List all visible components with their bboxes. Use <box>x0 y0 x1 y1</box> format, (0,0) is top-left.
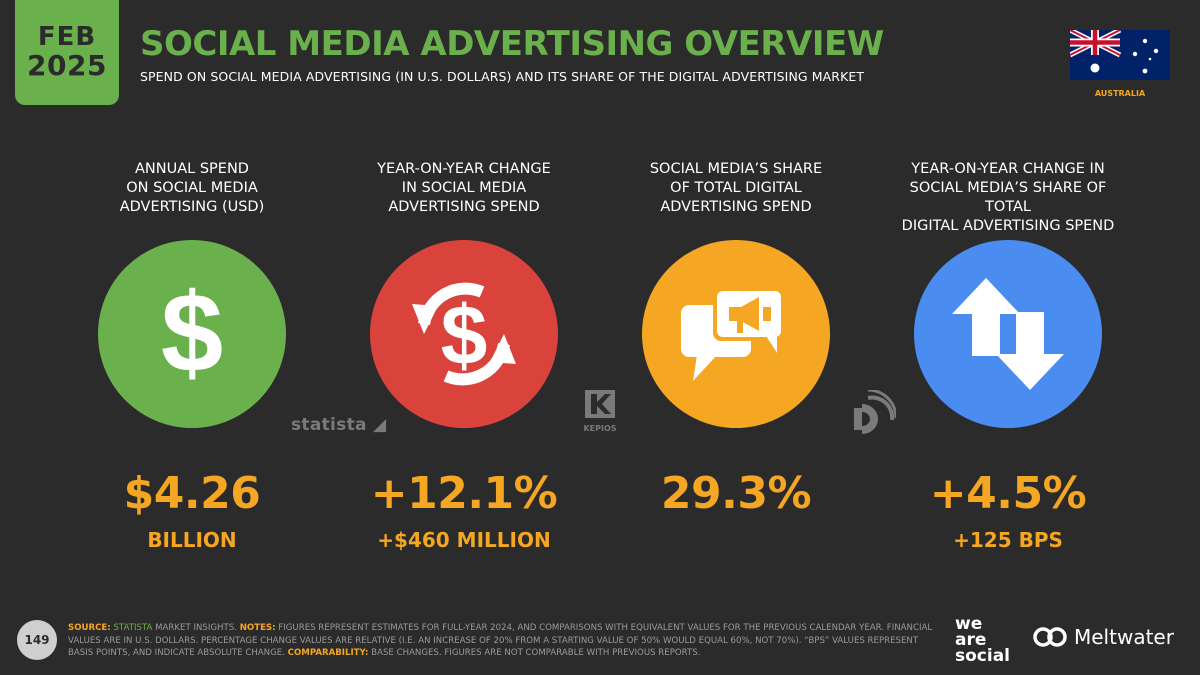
stat-label: ANNUAL SPEND ON SOCIAL MEDIA ADVERTISING… <box>72 160 312 220</box>
brand-are: are <box>955 630 987 651</box>
stat-value: $4.26 <box>123 468 261 519</box>
date-year: 2025 <box>27 49 107 83</box>
stat-value: +12.1% <box>370 468 558 519</box>
stat-label-line: DIGITAL ADVERTISING SPEND <box>901 218 1115 234</box>
page-subtitle: SPEND ON SOCIAL MEDIA ADVERTISING (IN U.… <box>140 69 865 84</box>
statista-mark-icon: ◢ <box>373 415 387 435</box>
stat-label-line: YEAR-ON-YEAR CHANGE IN <box>911 161 1105 177</box>
statista-logo-text: statista <box>291 415 367 435</box>
kepios-logo: KEPIOS <box>582 390 618 433</box>
footnote-notes-label: NOTES: <box>239 623 276 633</box>
meltwater-mark-icon <box>1033 627 1067 647</box>
kepios-mark-icon <box>585 390 615 418</box>
stat-value: +4.5% <box>929 468 1087 519</box>
dollar-icon: $ <box>161 274 223 394</box>
meltwater-logo-text: Meltwater <box>1074 625 1174 649</box>
speech-bubbles-megaphone-icon <box>681 287 785 381</box>
footnote-comparability-label: COMPARABILITY: <box>287 648 369 658</box>
brand-social: social <box>955 646 1011 667</box>
we-are-social-logo: we are social <box>955 614 1011 667</box>
stat-label-line: OF TOTAL DIGITAL <box>670 180 802 196</box>
stat-circle: $ <box>98 240 286 428</box>
brand-we: we <box>955 614 983 634</box>
stat-sub-value: +$460 MILLION <box>377 528 551 552</box>
footnote-comparability-text: BASE CHANGES. FIGURES ARE NOT COMPARABLE… <box>368 648 701 658</box>
dollar-exchange-icon: $ <box>412 282 516 386</box>
footnote-source-label: SOURCE: <box>68 623 111 633</box>
stat-label-line: SOCIAL MEDIA’S SHARE OF TOTAL <box>909 180 1107 215</box>
meltwater-logo: Meltwater <box>1032 625 1174 649</box>
footnote-notes-text: FIGURES REPRESENT ESTIMATES FOR FULL-YEA… <box>68 623 933 658</box>
stat-share-of-digital: SOCIAL MEDIA’S SHARE OF TOTAL DIGITAL AD… <box>616 160 856 530</box>
stat-annual-spend: ANNUAL SPEND ON SOCIAL MEDIA ADVERTISING… <box>72 160 312 550</box>
page-number: 149 <box>17 620 57 660</box>
statista-logo: statista ◢ <box>291 415 386 435</box>
stat-label-line: ADVERTISING SPEND <box>660 199 812 215</box>
footnote-source-rest: MARKET INSIGHTS. <box>152 623 240 633</box>
australia-flag-icon <box>1070 30 1170 80</box>
stat-label-line: IN SOCIAL MEDIA <box>401 180 527 196</box>
stat-sub-value: BILLION <box>147 528 237 552</box>
footnote-source-name: STATISTA <box>113 623 153 633</box>
stat-label: YEAR-ON-YEAR CHANGE IN SOCIAL MEDIA’S SH… <box>888 160 1128 234</box>
stat-yoy-spend-change: YEAR-ON-YEAR CHANGE IN SOCIAL MEDIA ADVE… <box>344 160 584 550</box>
stat-label: YEAR-ON-YEAR CHANGE IN SOCIAL MEDIA ADVE… <box>344 160 584 220</box>
footnote: SOURCE: STATISTA MARKET INSIGHTS. NOTES:… <box>68 622 938 660</box>
page-title: SOCIAL MEDIA ADVERTISING OVERVIEW <box>140 24 884 64</box>
stat-label-line: ADVERTISING (USD) <box>119 199 265 215</box>
svg-text:$: $ <box>161 274 223 394</box>
up-down-arrows-icon <box>952 278 1064 390</box>
stat-value: 29.3% <box>660 468 812 519</box>
date-badge: FEB 2025 <box>15 0 119 105</box>
svg-text:$: $ <box>441 288 488 382</box>
stat-label-line: ON SOCIAL MEDIA <box>126 180 258 196</box>
date-month: FEB <box>37 22 97 53</box>
stat-label-line: YEAR-ON-YEAR CHANGE <box>377 161 551 177</box>
stat-circle: $ <box>370 240 558 428</box>
datareportal-logo-icon <box>854 390 896 434</box>
stat-circle <box>914 240 1102 428</box>
stat-label-line: SOCIAL MEDIA’S SHARE <box>649 161 823 177</box>
kepios-logo-text: KEPIOS <box>583 424 617 433</box>
stat-label: SOCIAL MEDIA’S SHARE OF TOTAL DIGITAL AD… <box>616 160 856 220</box>
stat-circle <box>642 240 830 428</box>
stat-label-line: ANNUAL SPEND <box>135 161 249 177</box>
country-label: AUSTRALIA <box>1094 89 1146 98</box>
stat-yoy-share-change: YEAR-ON-YEAR CHANGE IN SOCIAL MEDIA’S SH… <box>888 160 1128 550</box>
stat-sub-value: +125 BPS <box>953 528 1063 552</box>
stat-label-line: ADVERTISING SPEND <box>388 199 540 215</box>
